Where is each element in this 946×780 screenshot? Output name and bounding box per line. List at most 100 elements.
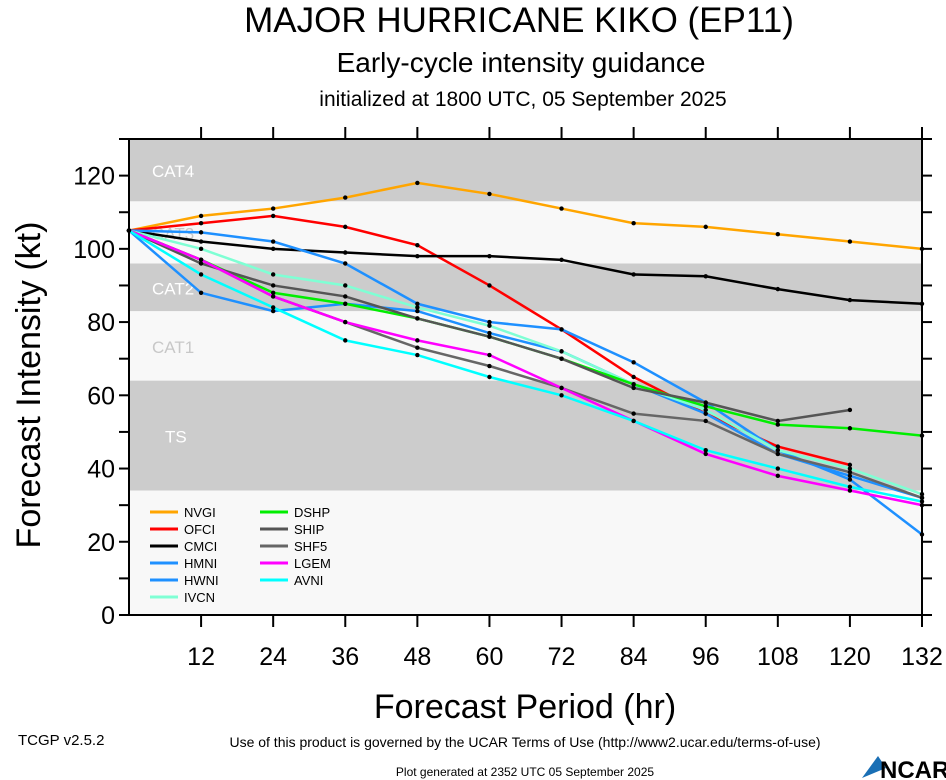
data-point: [198, 246, 204, 252]
data-point: [415, 345, 420, 350]
series-ivcn: [126, 228, 925, 497]
data-point: [703, 418, 708, 424]
data-point: [631, 418, 636, 424]
terms-of-use: Use of this product is governed by the U…: [229, 734, 820, 750]
data-point: [775, 286, 781, 292]
chart-title: MAJOR HURRICANE KIKO (EP11): [244, 1, 794, 40]
legend-item-nvgi: NVGI: [150, 505, 216, 520]
x-tick-label: 24: [259, 643, 287, 671]
data-point: [270, 290, 276, 295]
data-point: [487, 283, 492, 288]
y-tick-label: 40: [87, 456, 115, 484]
data-point: [487, 319, 492, 325]
data-point: [631, 272, 636, 277]
series-label: LGEM: [294, 556, 331, 571]
data-point: [703, 404, 708, 409]
data-point: [775, 418, 781, 424]
data-point: [847, 426, 853, 431]
ncar-logo-text: NCAR: [880, 757, 946, 780]
data-point: [198, 239, 204, 244]
y-tick-label: 60: [87, 382, 115, 410]
data-point: [487, 363, 492, 369]
data-point: [847, 488, 853, 493]
data-point: [847, 407, 853, 413]
data-point: [415, 242, 420, 248]
data-point: [270, 206, 276, 211]
data-point: [487, 334, 492, 339]
version-label: TCGP v2.5.2: [18, 732, 104, 749]
data-point: [559, 257, 564, 263]
series-label: NVGI: [184, 505, 216, 520]
data-point: [847, 462, 853, 468]
legend-item-lgem: LGEM: [260, 556, 331, 571]
data-point: [270, 305, 276, 310]
band-cat4: [129, 139, 922, 202]
data-point: [559, 327, 564, 332]
data-point: [343, 294, 348, 299]
series-line-hmni: [128, 229, 923, 536]
data-point: [270, 294, 276, 299]
legend-item-ofci: OFCI: [150, 522, 215, 537]
data-point: [343, 195, 348, 200]
data-point: [703, 411, 708, 416]
data-point: [270, 272, 276, 277]
series-line-lgem: [128, 229, 923, 507]
x-tick-label: 96: [692, 643, 720, 671]
generated-time: Plot generated at 2352 UTC 05 September …: [396, 765, 654, 779]
data-point: [559, 385, 564, 391]
data-point: [270, 239, 276, 244]
series-label: OFCI: [184, 522, 215, 537]
data-point: [198, 257, 204, 263]
data-point: [343, 261, 348, 266]
data-point: [270, 246, 276, 252]
series-label: IVCN: [184, 590, 215, 605]
data-point: [198, 290, 204, 295]
series-lgem: [126, 228, 925, 508]
data-point: [198, 221, 204, 226]
data-point: [487, 323, 492, 328]
data-point: [631, 360, 636, 365]
series-ship: [126, 228, 853, 424]
legend-item-hmni: HMNI: [150, 556, 217, 571]
data-point: [343, 319, 348, 325]
data-point: [415, 180, 420, 186]
y-tick-label: 120: [73, 163, 115, 191]
legend-item-shf5: SHF5: [260, 539, 327, 554]
x-tick-label: 72: [548, 643, 576, 671]
band-label-ts: TS: [165, 428, 187, 447]
plot-frame: [128, 138, 923, 616]
data-point: [559, 356, 564, 361]
series-cmci: [126, 228, 925, 306]
data-point: [775, 422, 781, 427]
data-point: [343, 283, 348, 288]
series-label: HMNI: [184, 556, 217, 571]
data-point: [847, 473, 853, 479]
data-point: [198, 230, 204, 235]
x-tick-label: 36: [331, 643, 359, 671]
data-point: [343, 301, 348, 306]
series-label: SHIP: [294, 522, 324, 537]
data-point: [487, 253, 492, 259]
x-tick-label: 12: [187, 643, 215, 671]
data-point: [775, 448, 781, 453]
data-point: [775, 444, 781, 449]
legend-item-ship: SHIP: [260, 522, 324, 537]
data-point: [415, 301, 420, 306]
data-point: [847, 477, 853, 482]
series-label: SHF5: [294, 539, 327, 554]
y-tick-label: 20: [87, 529, 115, 557]
ncar-logo: NCAR: [862, 756, 946, 780]
data-point: [847, 470, 853, 475]
x-tick-label: 120: [829, 643, 871, 671]
data-point: [415, 352, 420, 358]
data-point: [487, 191, 492, 197]
legend-item-hwni: HWNI: [150, 573, 219, 588]
data-point: [775, 466, 781, 471]
data-point: [703, 224, 708, 230]
data-point: [703, 274, 708, 279]
band-label-cat2: CAT2: [152, 279, 194, 298]
series-label: DSHP: [294, 505, 330, 520]
data-point: [631, 385, 636, 391]
x-tick-label: 84: [620, 643, 648, 671]
data-point: [415, 308, 420, 314]
